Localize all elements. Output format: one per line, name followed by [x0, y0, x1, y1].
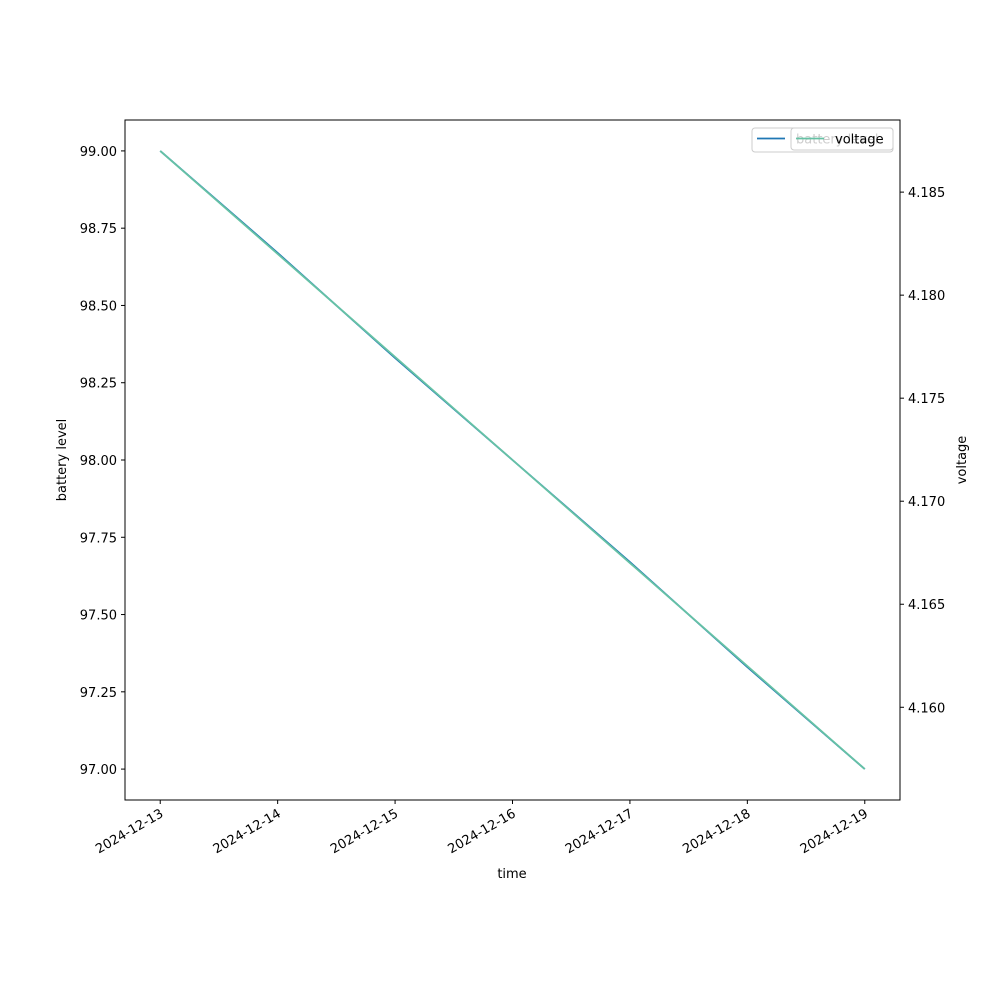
line	[159, 150, 866, 770]
y2-axis-label: voltage	[955, 436, 970, 485]
y2-tick-label: 4.175	[908, 392, 945, 407]
y2-tick-label: 4.160	[908, 701, 945, 716]
y-tick-label: 98.50	[80, 299, 117, 314]
legend-label: voltage	[835, 133, 884, 148]
y2-tick-label: 4.185	[908, 186, 945, 201]
y-axis-label: battery level	[55, 419, 70, 502]
plot-frame	[124, 119, 901, 801]
y-tick-label: 98.00	[80, 454, 117, 469]
y-tick-label: 98.25	[80, 377, 117, 392]
y2-tick-label: 4.165	[908, 598, 945, 613]
y-tick-label: 99.00	[80, 145, 117, 160]
y-tick-label: 98.75	[80, 222, 117, 237]
legend-box	[790, 127, 894, 151]
x-axis-label: time	[497, 867, 526, 882]
y-tick-label: 97.00	[80, 763, 117, 778]
y2-tick-label: 4.180	[908, 289, 945, 304]
y-tick-label: 97.25	[80, 686, 117, 701]
y-tick-label: 97.75	[80, 531, 117, 546]
y2-tick-label: 4.170	[908, 495, 945, 510]
y-tick-label: 97.50	[80, 609, 117, 624]
